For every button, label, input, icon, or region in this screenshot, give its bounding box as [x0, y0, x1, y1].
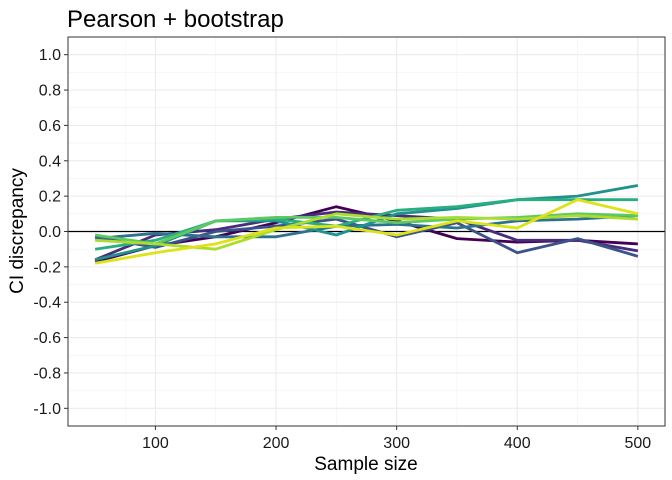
y-axis-ticks: -1.0 -0.8 -0.6 -0.4 -0.2 0.0 0.2 0.4 0.6 0.8 1.0: [33, 47, 68, 418]
x-tick-label: 300: [383, 435, 410, 452]
chart-title: Pearson + bootstrap: [67, 6, 284, 33]
x-tick-label: 100: [142, 435, 169, 452]
series-line: [94, 198, 638, 251]
y-tick-label: 1.0: [39, 47, 61, 64]
series-line: [95, 212, 638, 251]
x-axis-ticks: 100 200 300 400 500: [142, 426, 651, 452]
series-line: [94, 198, 639, 265]
y-tick-label: -0.8: [33, 365, 61, 382]
x-axis-title: Sample size: [314, 454, 418, 475]
y-tick-label: 0.8: [39, 83, 61, 100]
y-tick-label: 0.4: [39, 153, 61, 170]
y-tick-label: -0.4: [33, 295, 61, 312]
y-tick-label: -0.6: [33, 330, 61, 347]
x-tick-label: 400: [504, 435, 531, 452]
series-line: [94, 212, 638, 246]
y-axis-title: CI discrepancy: [7, 168, 28, 294]
y-tick-label: 0.2: [39, 189, 61, 206]
series-line: [94, 217, 639, 258]
x-tick-label: 500: [625, 435, 652, 452]
x-tick-label: 200: [263, 435, 290, 452]
y-tick-label: -1.0: [33, 401, 61, 418]
series-lines: [94, 184, 639, 265]
y-tick-label: 0.0: [39, 224, 61, 241]
y-tick-label: 0.6: [39, 118, 61, 135]
y-tick-label: -0.2: [33, 259, 61, 276]
